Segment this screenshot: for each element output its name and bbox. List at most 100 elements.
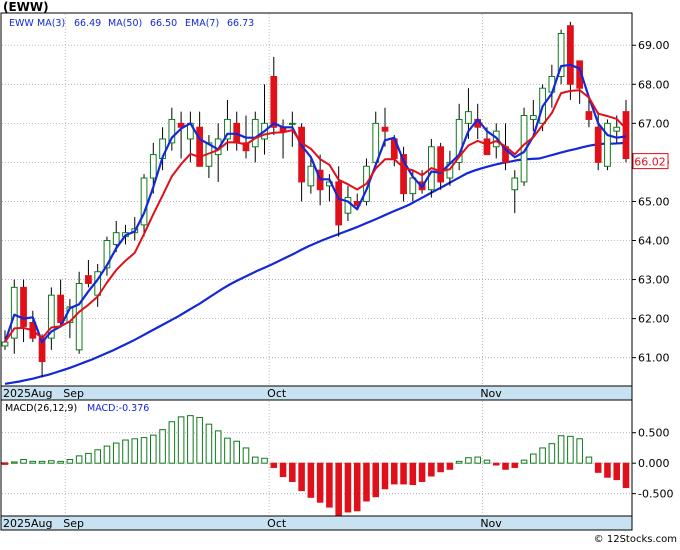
macd-bar-negative xyxy=(1,462,9,465)
macd-bar-positive xyxy=(75,455,83,464)
candle xyxy=(585,96,593,128)
candle-body-up xyxy=(251,118,259,148)
candle-body-up xyxy=(103,240,111,269)
price-x-tick-label: 2025Aug xyxy=(3,387,52,400)
macd-bar-negative xyxy=(363,462,370,502)
macd-bar-positive xyxy=(20,459,27,464)
macd-bar-positive xyxy=(140,437,148,464)
candle-body-up xyxy=(613,126,621,132)
macd-bar-negative xyxy=(613,462,621,481)
legend-ma3: MA(3) xyxy=(37,18,65,29)
ema7-layer xyxy=(4,89,627,343)
candle xyxy=(270,56,278,136)
price-x-axis-labels: 2025Aug Sep Oct Nov xyxy=(3,387,502,400)
macd-bar-positive xyxy=(465,457,472,464)
macd-bar-positive xyxy=(224,437,231,464)
candle-body-down xyxy=(270,75,278,128)
macd-histogram xyxy=(1,415,630,516)
macd-bar-positive xyxy=(187,415,194,464)
macd-bar-positive xyxy=(576,438,583,464)
price-y-tick-label: 67.00 xyxy=(638,117,670,130)
candle-body-up xyxy=(140,177,148,226)
macd-bar-negative xyxy=(502,462,509,470)
macd-bar-positive xyxy=(94,449,101,464)
candle-body-down xyxy=(585,111,593,120)
macd-bar-positive xyxy=(455,460,463,464)
candle-body-down xyxy=(57,294,64,324)
candle xyxy=(103,236,111,276)
macd-bar-negative xyxy=(372,462,380,498)
macd-bar-positive xyxy=(85,452,92,464)
legend-ma50-value: 66.50 xyxy=(150,18,177,29)
candle xyxy=(177,111,185,159)
candle xyxy=(567,21,574,100)
macd-bar-positive xyxy=(483,459,491,464)
candle-body-up xyxy=(112,232,120,245)
footer-credit: © 12Stocks.com xyxy=(594,534,677,545)
macd-bar-positive xyxy=(548,443,556,464)
macd-bar-positive xyxy=(474,456,481,464)
candle xyxy=(511,170,519,214)
price-gridlines xyxy=(0,14,632,385)
candle-body-down xyxy=(381,126,389,132)
macd-bar-negative xyxy=(511,462,519,468)
candle xyxy=(437,142,445,190)
candle xyxy=(400,146,407,202)
price-y-tick-label: 61.00 xyxy=(638,352,670,365)
macd-bar-positive xyxy=(168,421,176,464)
candle-body-down xyxy=(622,111,630,159)
macd-bar-positive xyxy=(205,423,213,464)
candle xyxy=(529,99,537,132)
legend-eww: EWW xyxy=(9,18,34,29)
macd-y-tick-label: 0.000 xyxy=(638,457,670,470)
candle-body-down xyxy=(242,142,250,152)
macd-bar-negative xyxy=(344,462,352,513)
macd-bar-positive xyxy=(177,416,185,464)
macd-bar-positive xyxy=(530,453,537,464)
candle-body-down xyxy=(196,126,204,167)
macd-bar-positive xyxy=(567,435,574,464)
macd-bar-negative xyxy=(400,462,407,485)
price-y-axis: 61.0062.0063.0064.0065.0066.0067.0068.00… xyxy=(632,39,670,365)
candle xyxy=(307,158,315,194)
candle xyxy=(140,174,148,237)
candle-body-up xyxy=(75,282,83,351)
price-x-tick-label: Nov xyxy=(480,387,502,400)
macd-bar-positive xyxy=(242,447,250,464)
macd-bar-negative xyxy=(335,462,342,516)
candle-body-up xyxy=(224,118,231,140)
candle-body-down xyxy=(298,126,305,183)
macd-bar-negative xyxy=(270,462,278,468)
candle-body-down xyxy=(177,122,185,128)
price-x-tick-label: Oct xyxy=(267,387,287,400)
candle xyxy=(298,123,305,202)
macd-y-tick-label: -0.500 xyxy=(638,488,673,501)
legend-ma50: MA(50) xyxy=(108,18,142,29)
candle-body-down xyxy=(594,126,602,163)
candle xyxy=(20,279,27,343)
candle-body-up xyxy=(455,118,463,163)
macd-bar-negative xyxy=(391,462,398,485)
macd-bar-positive xyxy=(585,456,593,464)
macd-bar-positive xyxy=(112,442,120,464)
candle-body-up xyxy=(529,115,537,120)
macd-x-tick-label: 2025Aug xyxy=(3,517,52,530)
macd-bar-positive xyxy=(233,440,240,464)
macd-bar-negative xyxy=(409,462,417,486)
macd-bar-negative xyxy=(437,462,444,473)
candle-body-down xyxy=(483,138,491,156)
macd-bar-positive xyxy=(29,460,37,464)
macd-bar-positive xyxy=(38,460,46,464)
legend-ma3-value: 66.49 xyxy=(74,18,101,29)
macd-y-tick-label: 0.500 xyxy=(638,427,670,440)
candle-body-up xyxy=(604,122,611,167)
last-price-label: 66.02 xyxy=(634,156,666,169)
candle-body-up xyxy=(511,177,519,191)
macd-title: MACD(26,12,9) xyxy=(5,403,77,414)
macd-bar-positive xyxy=(261,457,268,464)
candle-body-up xyxy=(1,341,9,347)
macd-bar-positive xyxy=(159,429,166,464)
macd-bar-negative xyxy=(316,462,324,503)
macd-bar-positive xyxy=(131,438,139,464)
